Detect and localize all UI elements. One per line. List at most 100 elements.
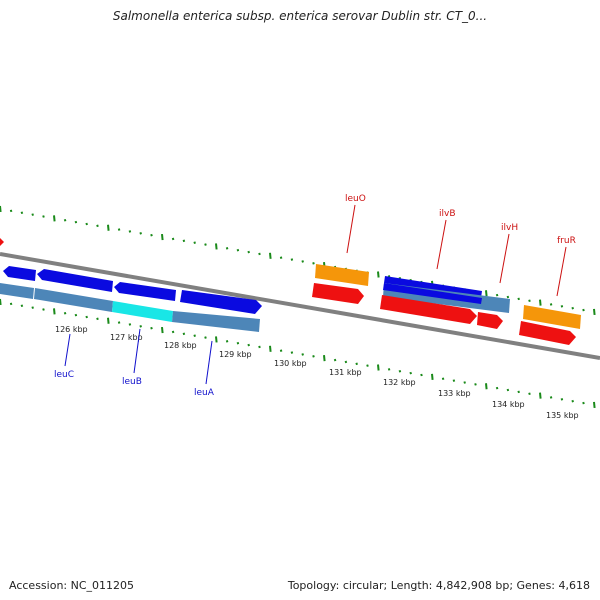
tick-label: 132 kbp <box>383 378 416 387</box>
tick-mark <box>171 330 175 334</box>
tick-mark <box>42 215 45 218</box>
gene-arrow[interactable] <box>3 266 36 281</box>
tick-mark <box>85 222 88 226</box>
tick-mark <box>269 345 272 352</box>
tick-mark <box>107 317 110 324</box>
tick-mark <box>20 304 24 308</box>
tick-mark <box>549 396 553 399</box>
gene-block[interactable] <box>172 311 260 332</box>
map-title: Salmonella enterica subsp. enterica sero… <box>112 9 488 23</box>
gene-label-leuA[interactable]: leuA <box>194 388 215 398</box>
gene-label-fruR[interactable]: fruR <box>557 236 576 246</box>
tick-mark <box>528 299 531 303</box>
tick-mark <box>301 260 304 263</box>
gene-arrow-red[interactable] <box>519 321 576 345</box>
tick-mark <box>0 205 2 213</box>
gene-arrow-red[interactable] <box>477 312 503 329</box>
tick-label: 135 kbp <box>546 411 579 420</box>
tick-mark <box>150 326 153 330</box>
tick-mark <box>269 252 272 259</box>
tick-mark <box>506 295 510 299</box>
tick-mark <box>398 369 402 373</box>
tick-mark <box>420 373 423 377</box>
gene-arrow-red[interactable] <box>312 283 364 304</box>
gene-arrow[interactable] <box>114 282 176 301</box>
tick-mark <box>539 299 542 306</box>
tick-mark <box>344 360 348 364</box>
topology-label: Topology: circular; Length: 4,842,908 bp… <box>287 579 590 592</box>
tick-mark <box>441 377 445 381</box>
tick-mark <box>74 313 78 317</box>
tick-mark <box>182 239 186 243</box>
tick-mark <box>9 302 13 306</box>
leader-line <box>436 219 447 270</box>
tick-mark <box>20 211 24 215</box>
tick-mark <box>279 256 283 259</box>
tick-mark <box>463 381 466 384</box>
gene-block-highlight[interactable] <box>112 301 173 322</box>
tick-mark <box>495 293 499 297</box>
tick-mark <box>63 218 67 222</box>
tick-mark <box>582 308 585 312</box>
tick-mark <box>236 248 240 252</box>
tick-mark <box>323 355 326 362</box>
tick-mark <box>571 306 574 310</box>
gene-block[interactable] <box>0 283 34 299</box>
tick-label: 129 kbp <box>219 350 252 359</box>
gene-labels: leuC leuB leuA leuO ilvB ilvH fruR <box>54 194 576 398</box>
gene-label-leuO[interactable]: leuO <box>345 194 366 204</box>
gene-arrow-red[interactable] <box>380 295 477 324</box>
tick-mark <box>247 250 250 254</box>
genome-backbone <box>0 252 600 360</box>
tick-mark <box>312 262 315 265</box>
gene-block-orange[interactable] <box>523 305 581 329</box>
gene-block[interactable] <box>34 288 113 312</box>
tick-mark <box>236 341 240 345</box>
gene-arrow[interactable] <box>383 283 482 304</box>
tick-mark <box>117 228 121 231</box>
tick-mark <box>0 298 2 306</box>
tick-mark <box>506 388 510 392</box>
tick-label: 133 kbp <box>438 389 471 398</box>
tick-mark <box>560 305 564 308</box>
tick-mark <box>215 336 218 343</box>
tick-mark <box>485 383 488 390</box>
leader-line <box>499 233 510 284</box>
tick-mark <box>9 209 13 213</box>
tick-mark <box>474 383 477 386</box>
tick-mark <box>495 386 499 390</box>
tick-mark <box>301 353 304 356</box>
tick-mark <box>517 297 520 301</box>
tick-mark <box>452 379 456 382</box>
gene-arrow-edge[interactable] <box>0 238 4 246</box>
gene-arrow[interactable] <box>180 290 262 314</box>
gene-block-orange[interactable] <box>315 264 369 286</box>
tick-mark <box>377 364 380 371</box>
gene-label-leuC[interactable]: leuC <box>54 370 74 380</box>
tick-mark <box>225 247 229 250</box>
tick-mark <box>387 368 391 371</box>
tick-mark <box>128 323 132 326</box>
tick-mark <box>485 290 488 297</box>
tick-mark <box>560 398 564 401</box>
gene-arrow[interactable] <box>37 269 113 292</box>
tick-mark <box>539 392 542 399</box>
tick-mark <box>312 355 315 358</box>
tick-mark <box>161 326 164 334</box>
tick-mark <box>517 390 520 394</box>
gene-label-leuB[interactable]: leuB <box>122 377 142 387</box>
tick-mark <box>193 241 196 244</box>
tick-mark <box>107 224 110 231</box>
tick-mark <box>182 332 186 336</box>
tick-mark <box>528 392 531 396</box>
tick-mark <box>290 258 294 261</box>
tick-mark <box>193 334 196 337</box>
tick-mark <box>215 243 218 250</box>
lower-tick-row <box>0 298 596 409</box>
tick-mark <box>96 317 99 321</box>
gene-label-ilvB[interactable]: ilvB <box>439 209 456 219</box>
gene-label-ilvH[interactable]: ilvH <box>501 223 518 233</box>
tick-mark <box>63 311 67 315</box>
tick-label: 134 kbp <box>492 400 525 409</box>
